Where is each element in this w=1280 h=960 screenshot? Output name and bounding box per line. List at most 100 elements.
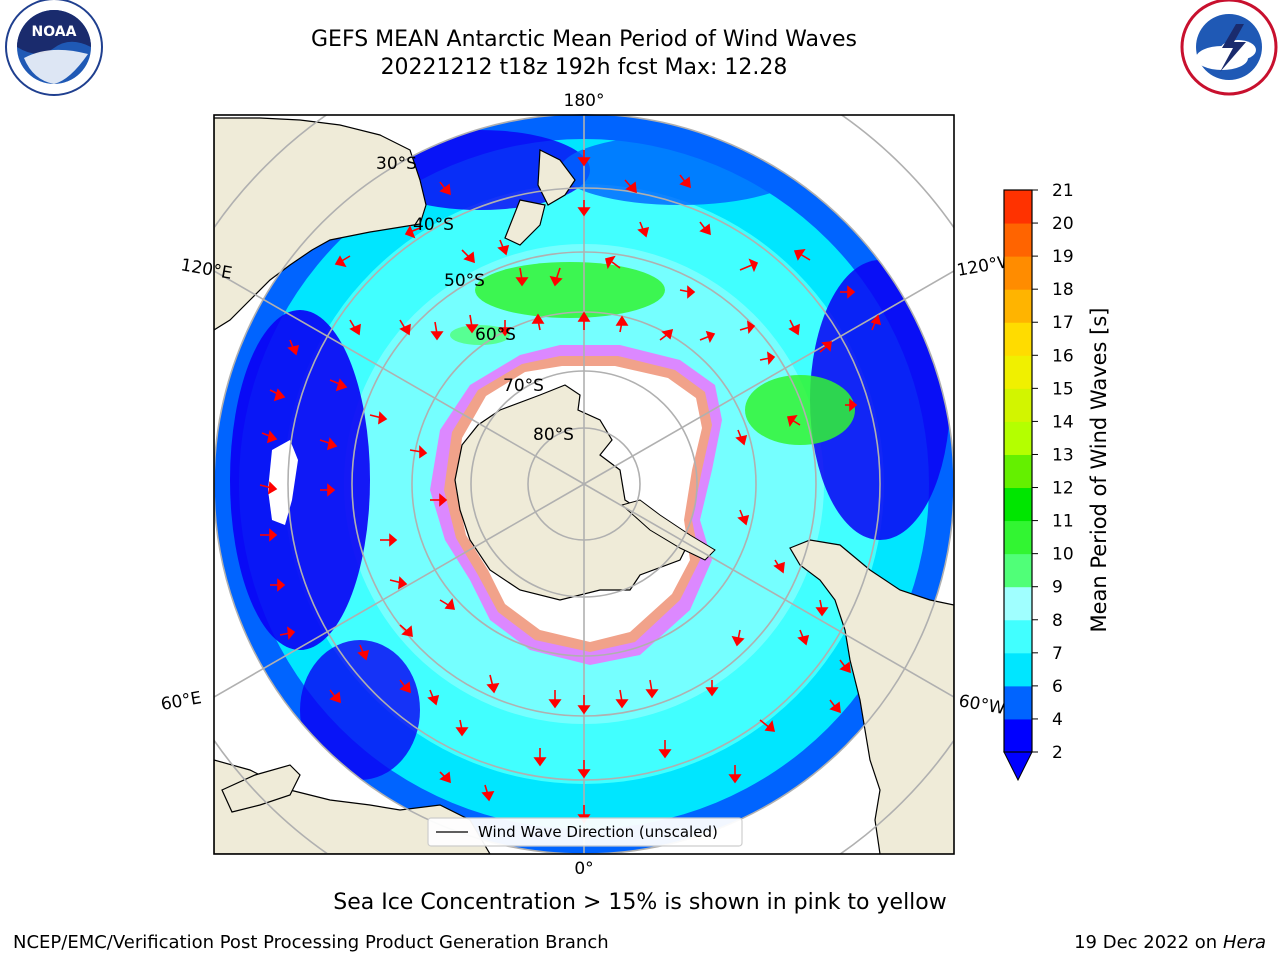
arrow-glyph [840, 285, 856, 299]
legend-label: Wind Wave Direction (unscaled) [478, 823, 718, 841]
arrow-glyph [279, 626, 296, 640]
arrow-glyph [269, 388, 286, 402]
arrow-glyph [515, 267, 529, 287]
map-title: GEFS MEAN Antarctic Mean Period of Wind … [311, 27, 857, 52]
arrow-glyph [728, 765, 742, 784]
colorbar-tick-label: 20 [1052, 214, 1074, 234]
arrow-glyph [739, 320, 756, 334]
arrow-glyph [577, 695, 591, 715]
map-frame [213, 114, 955, 855]
colorbar-tick-label: 4 [1052, 710, 1063, 730]
arrow-glyph [461, 249, 475, 264]
arrow-glyph [329, 689, 341, 704]
colorbar-tick-label: 15 [1052, 379, 1074, 399]
arrow-glyph [787, 414, 801, 427]
lat-label-40s: 40°S [413, 215, 454, 235]
colorbar-extend-min [1003, 751, 1033, 782]
arrow-glyph [839, 659, 851, 674]
lon-label-0: 0° [574, 859, 593, 879]
arrow-glyph [870, 314, 882, 331]
arrow-glyph [577, 200, 591, 217]
arrow-glyph [793, 249, 811, 261]
arrow-glyph [349, 319, 361, 336]
arrow-glyph [615, 315, 629, 333]
arrow-glyph [320, 483, 336, 497]
arrow-glyph [399, 319, 411, 336]
colorbar-tick-label: 7 [1052, 644, 1063, 664]
arrow-glyph [260, 528, 278, 542]
lat-label-50s: 50°S [444, 271, 485, 291]
arrow-glyph [705, 680, 719, 697]
colorbar-bin [1004, 685, 1032, 720]
arrow-glyph [577, 760, 591, 779]
colorbar-bin [1004, 256, 1032, 290]
lon-label-60e: 60°E [159, 688, 203, 715]
arrow-glyph [659, 328, 674, 341]
map-subtitle: 20221212 t18z 192h fcst Max: 12.28 [380, 55, 788, 80]
arrow-glyph [498, 320, 512, 337]
colorbar-bin [1004, 289, 1032, 323]
lat-label-80s: 80°S [533, 425, 574, 445]
arrow-glyph [270, 578, 286, 592]
arrow-glyph [624, 179, 637, 194]
colorbar-bin [1004, 454, 1032, 489]
colorbar-tick-label: 10 [1052, 545, 1074, 565]
footer-machine: Hera [1222, 932, 1266, 953]
arrow-glyph [465, 314, 479, 334]
colorbar-tick-label: 16 [1052, 346, 1074, 366]
colorbar-tick-label: 8 [1052, 611, 1063, 631]
colorbar-tick-label: 21 [1052, 181, 1074, 201]
footer-date-text: 19 Dec 2022 on [1074, 932, 1218, 953]
arrow-glyph [679, 174, 691, 189]
arrow-glyph [533, 748, 547, 767]
arrow-glyph [486, 674, 500, 694]
lat-label-70s: 70°S [503, 376, 544, 396]
arrow-glyph [287, 339, 300, 356]
arrow-glyph [409, 445, 428, 459]
colorbar-tick-label: 13 [1052, 445, 1074, 465]
arrow-glyph [731, 629, 745, 647]
arrow-glyph [815, 599, 829, 617]
arrow-glyph [637, 221, 650, 238]
colorbar-bin [1004, 553, 1032, 588]
arrow-glyph [577, 150, 591, 167]
arrow-glyph [439, 181, 451, 196]
wind-wave-arrows [259, 150, 882, 824]
arrow-glyph [658, 740, 672, 759]
arrow-glyph [261, 430, 278, 444]
arrow-glyph [577, 311, 591, 330]
arrow-glyph [455, 719, 469, 737]
arrow-glyph [357, 644, 370, 661]
footer-date: 19 Dec 2022 on Hera [1074, 932, 1266, 953]
colorbar-tick-label: 2 [1052, 743, 1063, 763]
lon-label-180: 180° [564, 91, 605, 111]
lat-label-30s: 30°S [376, 154, 417, 174]
arrow-glyph [615, 689, 629, 709]
arrow-glyph [497, 239, 510, 256]
colorbar-bin [1004, 322, 1032, 356]
antarctic-peninsula [620, 499, 716, 561]
arrow-glyph [481, 784, 495, 802]
nws-logo [1180, 0, 1278, 96]
colorbar-tick-label: 6 [1052, 677, 1063, 697]
colorbar-bin [1004, 190, 1032, 224]
graticule [214, 115, 954, 854]
noaa-logo-text: NOAA [32, 24, 77, 40]
colorbar-tick-label: 9 [1052, 578, 1063, 598]
arrow-glyph [380, 533, 398, 547]
arrow-glyph [399, 624, 413, 638]
arrow-glyph [430, 321, 444, 341]
arrow-glyph [679, 285, 696, 299]
arrow-glyph [369, 411, 388, 425]
colorbar-bin [1004, 388, 1032, 422]
colorbar-label: Mean Period of Wind Waves [s] [1087, 308, 1111, 633]
arrow-glyph [829, 699, 841, 714]
arrow-glyph [389, 576, 408, 590]
arrow-glyph [773, 559, 785, 574]
arrow-glyph [845, 398, 858, 412]
arrow-glyph [699, 330, 716, 343]
arrow-glyph [735, 429, 748, 446]
arrow-glyph [329, 378, 348, 392]
colorbar-bin [1004, 421, 1032, 455]
